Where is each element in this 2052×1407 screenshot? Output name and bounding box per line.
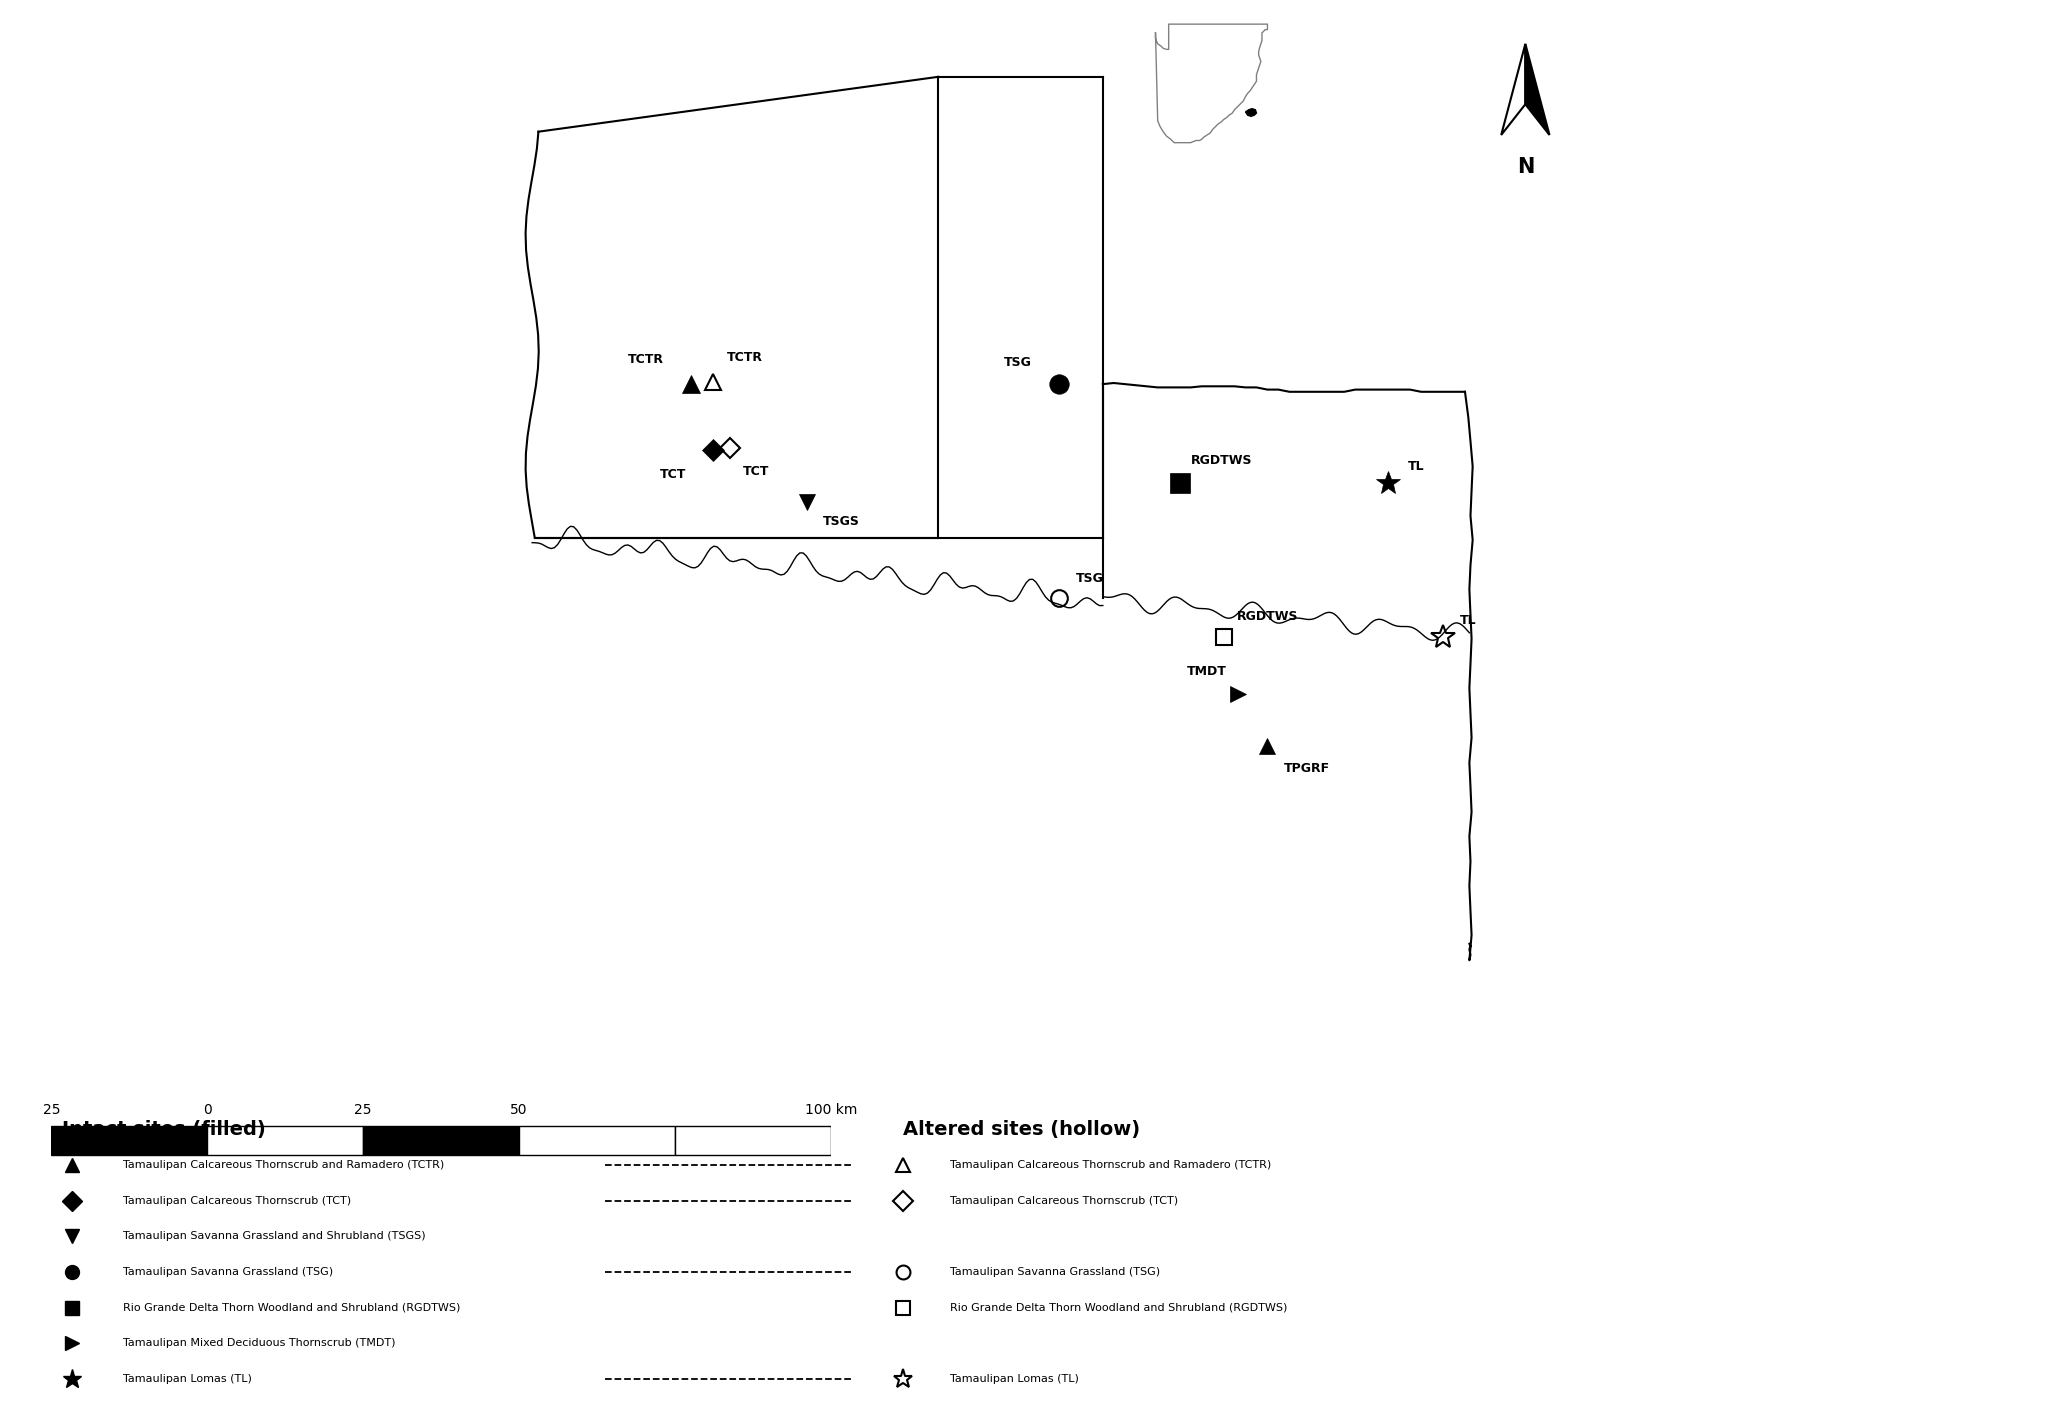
Text: TMDT: TMDT <box>1186 666 1227 678</box>
Text: TPGRF: TPGRF <box>1285 761 1330 775</box>
Text: Tamaulipan Savanna Grassland (TSG): Tamaulipan Savanna Grassland (TSG) <box>950 1268 1159 1278</box>
Text: Rio Grande Delta Thorn Woodland and Shrubland (RGDTWS): Rio Grande Delta Thorn Woodland and Shru… <box>123 1303 460 1313</box>
Text: Tamaulipan Calcareous Thornscrub and Ramadero (TCTR): Tamaulipan Calcareous Thornscrub and Ram… <box>123 1159 445 1171</box>
Text: TCTR: TCTR <box>628 353 665 366</box>
Polygon shape <box>1525 44 1549 135</box>
Text: 50: 50 <box>511 1103 527 1117</box>
Text: Tamaulipan Calcareous Thornscrub (TCT): Tamaulipan Calcareous Thornscrub (TCT) <box>950 1196 1178 1206</box>
Text: 25: 25 <box>355 1103 371 1117</box>
Bar <box>51 1126 207 1155</box>
Polygon shape <box>1246 108 1256 117</box>
Text: Tamaulipan Lomas (TL): Tamaulipan Lomas (TL) <box>123 1375 252 1384</box>
Text: Tamaulipan Savanna Grassland (TSG): Tamaulipan Savanna Grassland (TSG) <box>123 1268 332 1278</box>
Text: RGDTWS: RGDTWS <box>1190 454 1252 467</box>
Polygon shape <box>1502 44 1525 135</box>
Text: TL: TL <box>1408 460 1424 473</box>
Text: TSGS: TSGS <box>823 515 860 528</box>
Text: 25: 25 <box>43 1103 60 1117</box>
Text: Tamaulipan Savanna Grassland and Shrubland (TSGS): Tamaulipan Savanna Grassland and Shrubla… <box>123 1231 425 1241</box>
Bar <box>675 1126 831 1155</box>
Text: TL: TL <box>1459 613 1475 626</box>
Text: 0: 0 <box>203 1103 211 1117</box>
Text: Tamaulipan Calcareous Thornscrub and Ramadero (TCTR): Tamaulipan Calcareous Thornscrub and Ram… <box>950 1159 1272 1171</box>
Text: TCT: TCT <box>659 467 685 481</box>
Text: TCT: TCT <box>743 466 770 478</box>
Text: TSG: TSG <box>1003 356 1032 369</box>
Text: TSG: TSG <box>1075 571 1104 585</box>
Text: Intact sites (filled): Intact sites (filled) <box>62 1120 265 1138</box>
Bar <box>519 1126 675 1155</box>
Text: Tamaulipan Lomas (TL): Tamaulipan Lomas (TL) <box>950 1375 1079 1384</box>
Text: Tamaulipan Calcareous Thornscrub (TCT): Tamaulipan Calcareous Thornscrub (TCT) <box>123 1196 351 1206</box>
Text: Tamaulipan Mixed Deciduous Thornscrub (TMDT): Tamaulipan Mixed Deciduous Thornscrub (T… <box>123 1338 396 1348</box>
Text: TCTR: TCTR <box>726 352 763 364</box>
Text: 100 km: 100 km <box>804 1103 858 1117</box>
Text: Altered sites (hollow): Altered sites (hollow) <box>903 1120 1141 1138</box>
Text: RGDTWS: RGDTWS <box>1237 611 1299 623</box>
Text: Rio Grande Delta Thorn Woodland and Shrubland (RGDTWS): Rio Grande Delta Thorn Woodland and Shru… <box>950 1303 1287 1313</box>
Bar <box>363 1126 519 1155</box>
Text: N: N <box>1516 158 1535 177</box>
Bar <box>207 1126 363 1155</box>
